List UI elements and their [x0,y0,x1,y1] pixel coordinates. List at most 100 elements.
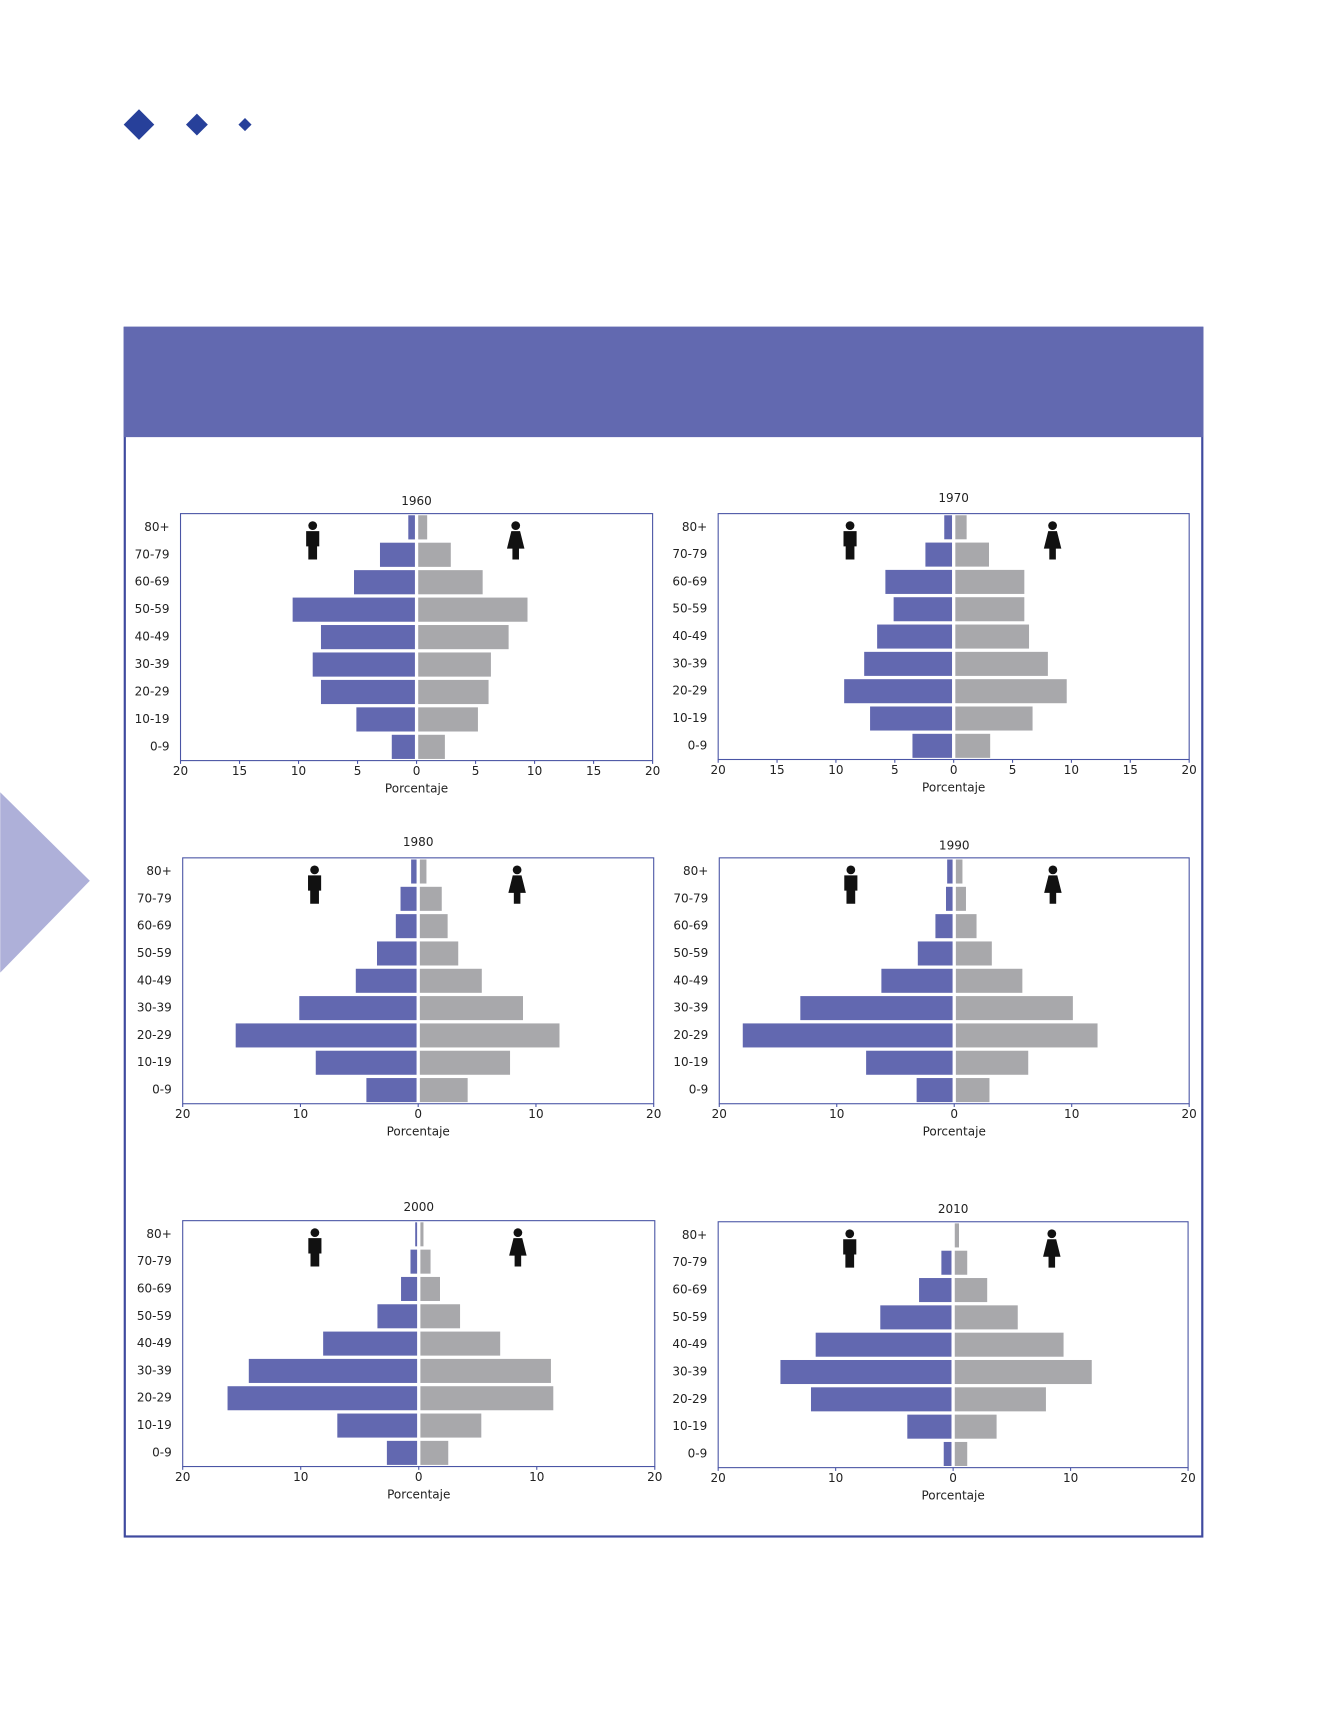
y-tick-label: 50-59 [137,946,172,960]
plot-frame [717,1221,1189,1469]
y-tick-label: 0-9 [688,1446,708,1460]
bar [356,707,415,732]
chart-title: 1990 [939,838,970,852]
y-tick-label: 0-9 [152,1445,172,1459]
x-tick-label: 15 [232,764,247,778]
bar [955,679,1067,704]
plot-frame [717,513,1190,761]
bar [401,1276,418,1301]
header-band [123,326,1204,438]
y-tick-label: 40-49 [672,1337,707,1351]
chart-title: 2010 [938,1202,969,1216]
diamond [238,118,252,132]
y-tick-label: 60-69 [137,1281,172,1295]
bar [945,886,953,911]
bar [955,1050,1029,1075]
bar [907,1414,952,1439]
y-tick-label: 40-49 [673,973,708,987]
bar [354,570,415,595]
y-tick-label: 0-9 [150,739,170,753]
icon-head [1048,521,1057,531]
icon-body [306,531,320,560]
y-tick-label: 80+ [682,520,707,534]
y-tick-label: 40-49 [137,1336,172,1350]
x-tick-label: 0 [414,1107,422,1121]
diamond [185,113,208,136]
x-tick-label: 10 [529,1470,544,1484]
bar [391,734,415,759]
y-tick-label: 50-59 [137,1309,172,1323]
bar [866,1050,953,1075]
bar [954,1414,997,1439]
x-tick-label: 20 [645,764,660,778]
y-tick-label: 30-39 [672,656,707,670]
bar [881,968,953,993]
bar [419,941,459,966]
x-tick-label: 20 [173,764,188,778]
plot-frame [718,857,1190,1105]
y-tick-label: 40-49 [672,629,707,643]
x-tick-label: 10 [828,763,843,777]
bar [418,515,428,540]
x-tick-label: 0 [415,1470,423,1484]
y-tick-label: 80+ [682,1228,707,1242]
plot-frame [179,513,654,762]
y-tick-label: 60-69 [137,919,172,933]
bar [312,652,415,677]
y-tick-label: 10-19 [672,711,707,725]
bar [419,859,427,884]
icon-head [846,865,856,875]
bar [955,859,963,884]
y-tick-label: 20-29 [137,1391,172,1405]
icon-head [1047,1229,1057,1239]
x-tick-label: 5 [891,763,899,777]
bar [864,651,953,676]
bar [418,734,445,759]
y-tick-label: 30-39 [137,1001,172,1015]
icon-body [1044,875,1062,904]
bar [870,706,953,731]
bar [420,1440,449,1465]
y-tick-label: 0-9 [152,1083,172,1097]
bar [955,515,967,540]
bar [418,707,478,732]
icon-body [508,875,526,904]
icon-body [843,1239,857,1268]
y-tick-label: 60-69 [672,1283,707,1297]
icon-body [308,1238,322,1267]
icon-head [310,865,319,875]
plot-frame [182,857,655,1105]
female-icon [509,1228,527,1267]
bar [355,968,417,993]
y-tick-label: 50-59 [672,602,707,616]
bar [408,515,415,540]
bar [885,569,953,594]
bar [780,1359,952,1385]
male-icon [308,865,322,904]
y-tick-label: 60-69 [135,575,170,589]
bar [810,1387,952,1412]
male-icon [308,1228,322,1267]
bar [947,859,953,884]
female-icon [1043,1229,1061,1268]
icon-head [845,521,855,531]
y-tick-label: 40-49 [137,973,172,987]
y-tick-label: 10-19 [673,1055,708,1069]
x-tick-label: 15 [1123,763,1138,777]
bar [954,1359,1092,1385]
bar [955,996,1073,1021]
bar [418,679,489,705]
bar [337,1413,418,1438]
bar [935,914,953,939]
x-tick-label: 20 [647,1470,662,1484]
bar [299,996,417,1021]
bar [320,679,415,705]
x-axis-label: Porcentaje [387,1125,450,1139]
x-tick-label: 20 [175,1470,190,1484]
y-tick-label: 70-79 [672,1255,707,1269]
female-icon [1044,865,1062,904]
bar [386,1440,418,1465]
y-tick-label: 80+ [683,864,708,878]
bar [954,1441,968,1466]
bar [955,706,1033,731]
